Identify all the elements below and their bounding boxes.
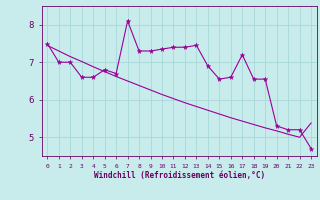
X-axis label: Windchill (Refroidissement éolien,°C): Windchill (Refroidissement éolien,°C) bbox=[94, 171, 265, 180]
